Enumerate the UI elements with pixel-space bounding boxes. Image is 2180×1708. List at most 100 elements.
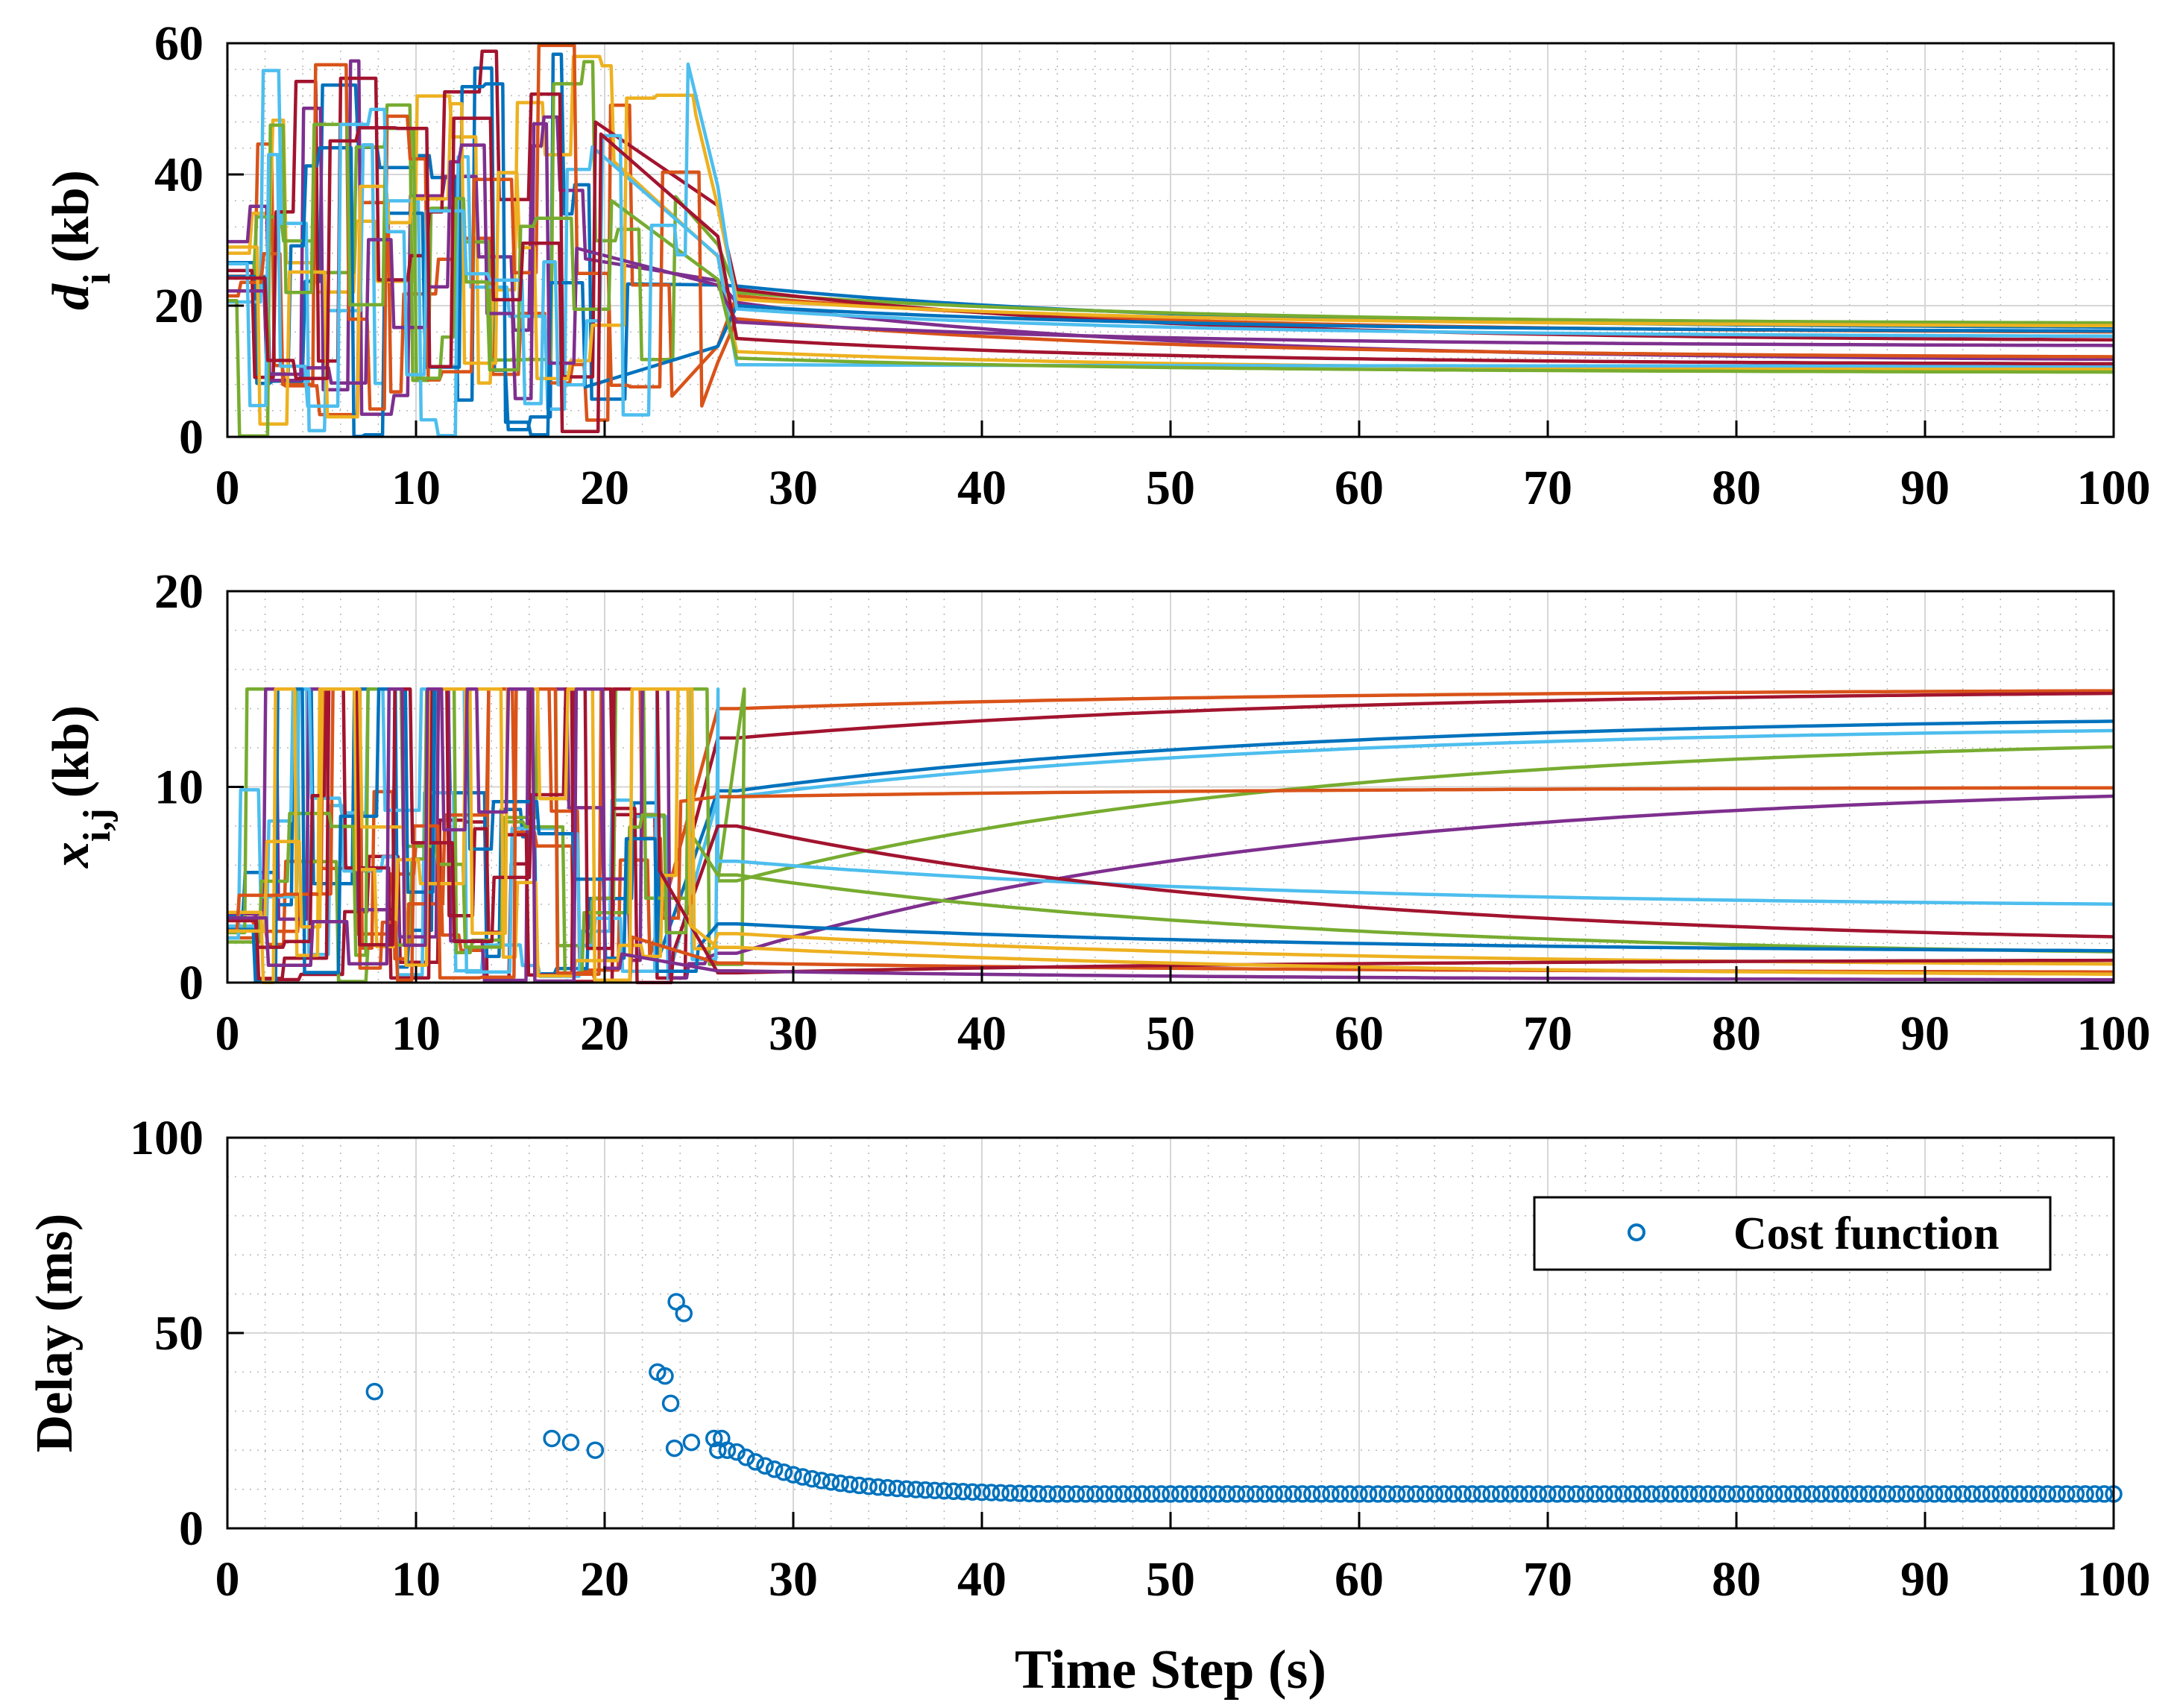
- series-line: [227, 116, 2114, 434]
- scatter-point: [1152, 1485, 1171, 1503]
- scatter-point: [1435, 1485, 1453, 1503]
- y-axis-label-delay: Delay (ms): [26, 1214, 84, 1453]
- x-tick-label: 60: [1335, 461, 1384, 515]
- scatter-point: [1407, 1485, 1425, 1503]
- scatter-point: [675, 1305, 693, 1323]
- scatter-point: [1991, 1485, 2009, 1503]
- scatter-point: [775, 1463, 793, 1481]
- scatter-point: [1689, 1485, 1708, 1503]
- scatter-point: [1944, 1485, 1962, 1503]
- scatter-point: [1831, 1485, 1849, 1503]
- scatter-point: [561, 1433, 580, 1452]
- scatter-point: [1492, 1485, 1510, 1503]
- scatter-point: [1190, 1485, 1208, 1503]
- x-tick-label: 80: [1712, 1006, 1761, 1061]
- x-tick-label: 90: [1900, 1006, 1950, 1061]
- scatter-point: [1727, 1485, 1745, 1503]
- x-tick-label: 80: [1712, 461, 1761, 515]
- scatter-point: [1736, 1485, 1755, 1503]
- y-axis-label-x-ij: xi,j (kb): [42, 705, 119, 869]
- y-label-symbol: d: [42, 283, 100, 310]
- scatter-point: [1001, 1484, 1019, 1502]
- scatter-point: [709, 1441, 727, 1459]
- scatter-point: [793, 1468, 812, 1486]
- series-line-x14: [227, 687, 2114, 975]
- series-line: [227, 82, 2114, 438]
- x-tick-label: 30: [769, 1006, 818, 1061]
- scatter-point: [1935, 1485, 1953, 1503]
- x-tick-label: 50: [1146, 461, 1195, 515]
- scatter-point: [1869, 1485, 1887, 1503]
- scatter-point: [1774, 1485, 1792, 1503]
- scatter-point: [1010, 1484, 1029, 1502]
- scatter-point: [2076, 1485, 2094, 1503]
- scatter-point: [2029, 1485, 2047, 1503]
- scatter-point: [543, 1429, 561, 1448]
- x-tick-label: 90: [1900, 461, 1950, 515]
- scatter-point: [1812, 1485, 1830, 1503]
- scatter-point: [1180, 1485, 1199, 1503]
- scatter-point: [1821, 1485, 1840, 1503]
- y-tick-label: 0: [179, 1501, 204, 1556]
- scatter-point: [1359, 1485, 1378, 1503]
- x-tick-label: 20: [580, 1552, 629, 1607]
- scatter-point: [1916, 1485, 1934, 1503]
- y-label-unit: (kb): [42, 170, 100, 262]
- scatter-point: [1841, 1485, 1859, 1503]
- scatter-point: [1963, 1485, 1981, 1503]
- series-line: [227, 122, 2114, 438]
- scatter-point: [2067, 1485, 2085, 1503]
- x-tick-label: 70: [1523, 461, 1572, 515]
- scatter-point: [1982, 1485, 2000, 1503]
- scatter-point: [1265, 1485, 1283, 1503]
- scatter-point: [1567, 1485, 1585, 1503]
- scatter-point: [822, 1473, 840, 1491]
- x-tick-label: 0: [215, 1552, 240, 1607]
- scatter-point: [1312, 1485, 1331, 1503]
- scatter-point: [1162, 1485, 1179, 1503]
- scatter-point: [1642, 1485, 1660, 1503]
- scatter-point: [1115, 1485, 1132, 1503]
- y-tick-label: 10: [154, 760, 204, 815]
- scatter-point: [746, 1453, 765, 1471]
- scatter-point: [1020, 1484, 1038, 1503]
- scatter-point: [1850, 1485, 1868, 1503]
- series-line-x15: [227, 687, 2114, 983]
- scatter-point: [1379, 1485, 1396, 1503]
- series-line-x6: [227, 687, 2114, 976]
- scatter-point: [665, 1439, 684, 1458]
- y-tick-label: 60: [154, 16, 204, 71]
- scatter-point: [963, 1483, 982, 1501]
- ticks-x-ij: 0 10 20 30 40 50 60 70 80 90 100 0 10 20: [154, 564, 2151, 1061]
- scatter-point: [1557, 1485, 1576, 1503]
- scatter-point: [661, 1394, 680, 1413]
- scatter-point: [898, 1480, 916, 1499]
- scatter-point: [907, 1481, 925, 1499]
- scatter-point: [1105, 1485, 1123, 1503]
- scatter-point: [1718, 1485, 1736, 1503]
- scatter-point: [1576, 1485, 1595, 1503]
- scatter-point: [1680, 1485, 1698, 1503]
- x-tick-label: 10: [391, 1552, 441, 1607]
- scatter-point: [1464, 1485, 1481, 1503]
- scatter-point: [784, 1466, 802, 1484]
- scatter-point: [1699, 1485, 1717, 1503]
- lines-x-ij: [227, 687, 2114, 985]
- x-tick-label: 40: [957, 461, 1006, 515]
- scatter-point: [1237, 1485, 1255, 1503]
- scatter-point: [2001, 1485, 2019, 1503]
- scatter-point: [1077, 1485, 1094, 1503]
- y-axis-label-d-i: di (kb): [42, 170, 119, 310]
- scatter-point: [1595, 1485, 1613, 1503]
- scatter-point: [1209, 1485, 1226, 1503]
- scatter-point: [1859, 1485, 1877, 1503]
- scatter-point: [586, 1441, 605, 1459]
- scatter-point: [1086, 1485, 1104, 1503]
- scatter-point: [1275, 1485, 1293, 1503]
- scatter-point: [1925, 1485, 1944, 1503]
- scatter-point: [728, 1443, 746, 1461]
- scatter-point: [945, 1482, 963, 1501]
- scatter-point: [1633, 1485, 1651, 1503]
